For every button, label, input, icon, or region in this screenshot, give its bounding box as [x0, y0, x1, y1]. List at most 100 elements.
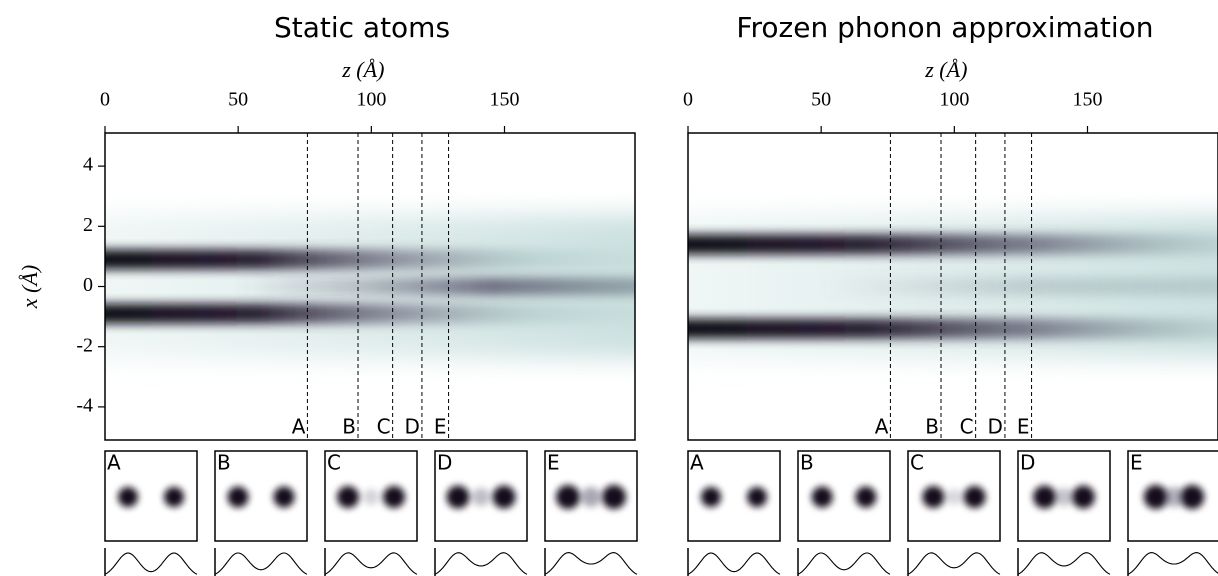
- profile: [687, 552, 781, 575]
- x-tick-label: 0: [683, 89, 693, 111]
- thumb-frame: [214, 450, 308, 542]
- y-tick-label: -4: [76, 394, 93, 416]
- profile: [104, 552, 198, 575]
- beam: [105, 303, 635, 324]
- thumb-dot: [273, 486, 295, 508]
- profile: [434, 552, 528, 575]
- thumb-dot: [492, 485, 516, 509]
- thumbnail: A: [687, 450, 781, 542]
- x-tick-label: 150: [1072, 89, 1102, 111]
- thumb-frame: [1127, 450, 1218, 542]
- thumb-dot: [118, 487, 138, 507]
- center-beam: [237, 277, 635, 296]
- marker-label: E: [1017, 415, 1030, 439]
- thumbnail: E: [544, 450, 638, 542]
- heatmap-image: [688, 214, 1218, 359]
- thumb-dot: [1143, 485, 1168, 509]
- thumb-dot: [1071, 485, 1095, 509]
- marker-label: A: [292, 415, 306, 439]
- profile: [797, 552, 891, 575]
- heatmap-image: [105, 214, 635, 359]
- x-tick-label: 50: [228, 89, 248, 111]
- thumbnail: A: [104, 450, 198, 542]
- x-tick-label: 100: [939, 89, 969, 111]
- y-axis-label: x (Å): [17, 265, 42, 309]
- profile: [1127, 552, 1218, 575]
- thumb-dot: [1180, 485, 1205, 509]
- thumb-dot: [227, 486, 249, 508]
- thumb-frame: [687, 450, 781, 542]
- marker-label: E: [434, 415, 447, 439]
- profile: [1017, 552, 1111, 575]
- thumb-label: B: [217, 451, 231, 475]
- x-axis-label: z (Å): [341, 57, 384, 82]
- marker-label: C: [377, 415, 391, 439]
- thumbnail: D: [434, 450, 528, 542]
- thumb-dot: [811, 486, 833, 508]
- x-axis-label: z (Å): [924, 57, 967, 82]
- thumb-dot-mid: [946, 489, 962, 505]
- y-tick-label: 2: [83, 214, 93, 236]
- thumbnail: E: [1127, 450, 1218, 542]
- plot-frame: [687, 132, 1218, 441]
- thumbnail: D: [1017, 450, 1111, 542]
- thumb-frame: [434, 450, 528, 542]
- thumb-frame: [104, 450, 198, 542]
- thumb-label: B: [800, 451, 814, 475]
- x-tick-label: 50: [811, 89, 831, 111]
- thumb-dot: [164, 487, 184, 507]
- thumb-label: E: [1130, 451, 1143, 475]
- thumb-dot-mid: [1164, 487, 1184, 507]
- beam: [105, 249, 635, 270]
- thumbnail: B: [214, 450, 308, 542]
- thumb-dot: [337, 486, 359, 508]
- thumb-label: D: [1020, 451, 1035, 475]
- x-tick-label: 0: [100, 89, 110, 111]
- thumb-dot: [446, 485, 470, 509]
- profile: [544, 552, 638, 575]
- thumb-frame: [544, 450, 638, 542]
- thumb-dot: [963, 486, 986, 508]
- thumb-label: A: [690, 451, 704, 475]
- profile: [324, 552, 418, 575]
- thumbnail: C: [324, 450, 418, 542]
- panel-title: Static atoms: [274, 11, 450, 44]
- profile: [907, 552, 1001, 575]
- thumb-dot: [383, 486, 405, 508]
- panel-title: Frozen phonon approximation: [736, 11, 1153, 44]
- thumb-dot-mid: [581, 487, 601, 507]
- thumb-frame: [797, 450, 891, 542]
- x-tick-label: 100: [356, 89, 386, 111]
- thumb-label: C: [327, 451, 341, 475]
- thumb-frame: [907, 450, 1001, 542]
- thumb-dot: [1033, 485, 1057, 509]
- y-tick-label: -2: [76, 334, 93, 356]
- marker-label: C: [960, 415, 974, 439]
- thumbnail: B: [797, 450, 891, 542]
- beam: [688, 318, 1218, 339]
- thumb-frame: [1017, 450, 1111, 542]
- thumb-dot-mid: [1055, 488, 1073, 506]
- marker-label: A: [875, 415, 889, 439]
- thumb-dot-mid: [472, 488, 490, 506]
- thumb-label: A: [107, 451, 121, 475]
- thumb-dot: [556, 485, 580, 509]
- profile: [214, 552, 308, 575]
- thumb-dot: [747, 487, 767, 507]
- marker-label: B: [925, 415, 939, 439]
- thumbnail: C: [907, 450, 1001, 542]
- thumb-dot: [602, 485, 626, 509]
- thumb-label: D: [437, 451, 452, 475]
- x-tick-label: 150: [489, 89, 519, 111]
- thumb-dot: [701, 487, 721, 507]
- thumb-label: C: [910, 451, 924, 475]
- thumb-dot: [855, 486, 877, 508]
- beam: [688, 234, 1218, 255]
- thumb-dot: [922, 486, 945, 508]
- thumb-frame: [324, 450, 418, 542]
- y-tick-label: 4: [83, 154, 93, 176]
- marker-label: D: [988, 415, 1003, 439]
- thumb-dot-mid: [363, 489, 379, 505]
- thumb-label: E: [547, 451, 560, 475]
